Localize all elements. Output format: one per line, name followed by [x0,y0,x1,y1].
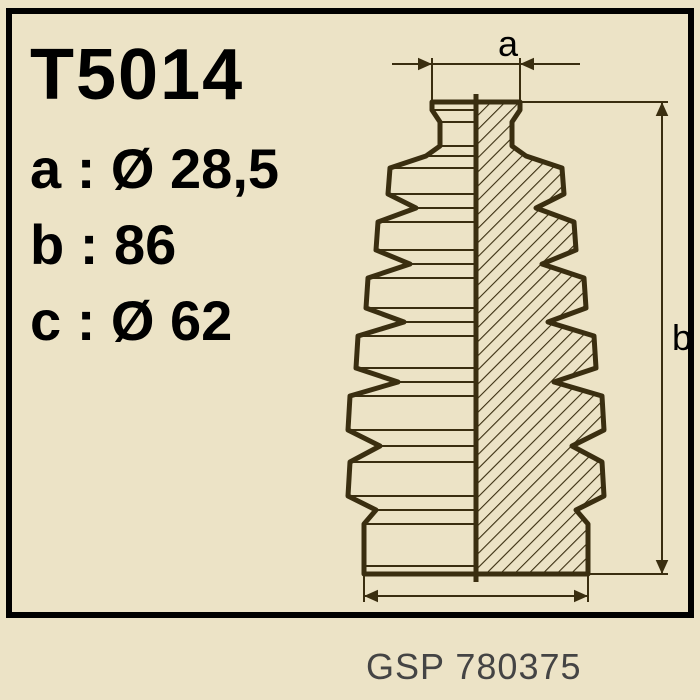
part-number: T5014 [30,34,244,116]
svg-text:b: b [672,317,692,358]
svg-text:c: c [426,601,444,610]
boot-diagram: a c b [326,26,692,610]
brand-label: GSP 780375 [366,646,582,688]
dimension-c: c : Ø 62 [30,288,232,353]
svg-text:a: a [498,26,519,64]
dimension-b: b : 86 [30,212,176,277]
dimension-a: a : Ø 28,5 [30,136,279,201]
